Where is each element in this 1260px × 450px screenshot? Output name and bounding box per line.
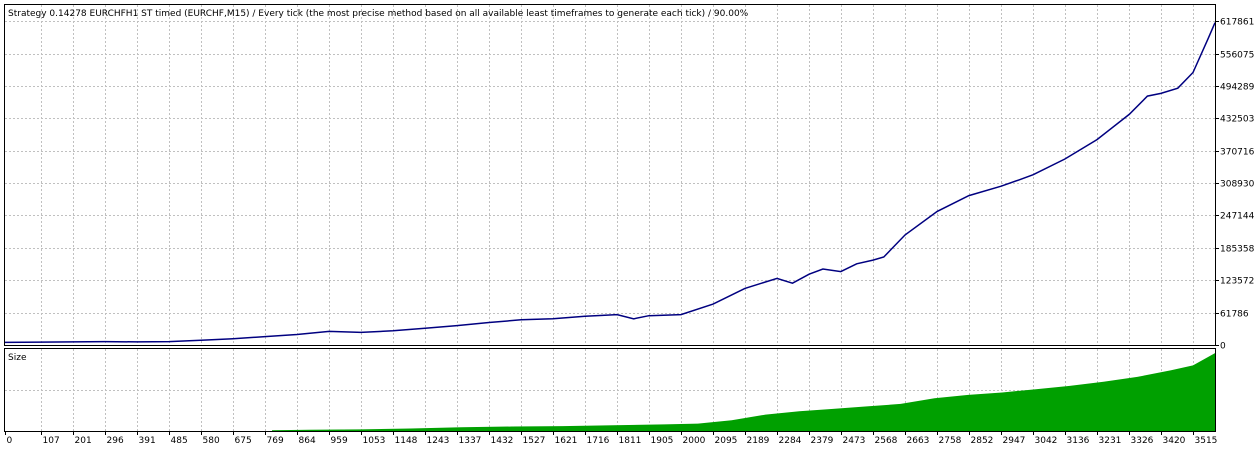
x-tick-label: 0 [7,436,13,446]
x-tick-label: 2284 [779,436,802,446]
x-tick-label: 2947 [1003,436,1026,446]
x-tick-label: 3136 [1067,436,1090,446]
x-tick-label: 580 [203,436,220,446]
x-tick-label: 1905 [651,436,674,446]
x-tick-label: 1716 [587,436,610,446]
balance-line [4,22,1216,344]
y-tick-label: 432503 [1220,115,1254,125]
x-tick-label: 3231 [1099,436,1122,446]
x-tick-label: 1527 [523,436,546,446]
x-tick-label: 1811 [619,436,642,446]
x-tick-label: 201 [75,436,92,446]
x-tick-label: 3042 [1035,436,1058,446]
x-tick-label: 864 [299,436,316,446]
y-tick-label: 308930 [1220,180,1255,190]
x-tick-label: 1053 [363,436,386,446]
x-tick-label: 2663 [907,436,930,446]
x-tick-label: 391 [139,436,156,446]
x-tick-label: 2568 [875,436,898,446]
x-tick-label: 2189 [747,436,770,446]
size-pane-frame [4,348,1216,432]
y-tick-label: 617861 [1220,18,1254,28]
x-tick-label: 675 [235,436,252,446]
x-tick-label: 107 [43,436,60,446]
size-area [272,353,1215,431]
x-tick-label: 2379 [811,436,834,446]
x-tick-label: 2758 [939,436,962,446]
x-tick-label: 959 [331,436,348,446]
x-tick-label: 3515 [1195,436,1218,446]
main-pane-frame [4,4,1216,346]
y-tick-label: 370716 [1220,148,1255,158]
y-tick-label: 61786 [1220,310,1249,320]
x-tick-label: 2000 [683,436,706,446]
y-axis: 0 61786 123572 185358 247144 308930 370716 4325… [1215,18,1255,352]
y-tick-label: 556075 [1220,51,1254,61]
x-tick-label: 1621 [555,436,578,446]
x-tick-label: 1243 [427,436,450,446]
x-tick-label: 1337 [459,436,482,446]
x-tick-label: 2095 [715,436,738,446]
y-tick-label: 247144 [1220,212,1255,222]
x-tick-label: 2852 [971,436,994,446]
y-tick-label: 0 [1220,342,1226,352]
size-pane-label: Size [8,353,27,363]
y-tick-label: 185358 [1220,245,1255,255]
y-tick-label: 494289 [1220,83,1255,93]
x-tick-label: 769 [267,436,284,446]
x-tick-label: 1432 [491,436,514,446]
x-tick-label: 1148 [395,436,418,446]
x-axis: 0 107 201 296 391 485 580 675 769 864 959 1053 1148 1… [5,431,1218,446]
x-tick-label: 3326 [1131,436,1154,446]
chart-title: Strategy 0.14278 EURCHFH1 ST timed (EURC… [8,9,749,19]
x-tick-label: 3420 [1163,436,1186,446]
x-tick-label: 485 [171,436,188,446]
main-grid [5,5,1215,345]
x-tick-label: 296 [107,436,124,446]
x-tick-label: 2473 [843,436,866,446]
y-tick-label: 123572 [1220,277,1254,287]
